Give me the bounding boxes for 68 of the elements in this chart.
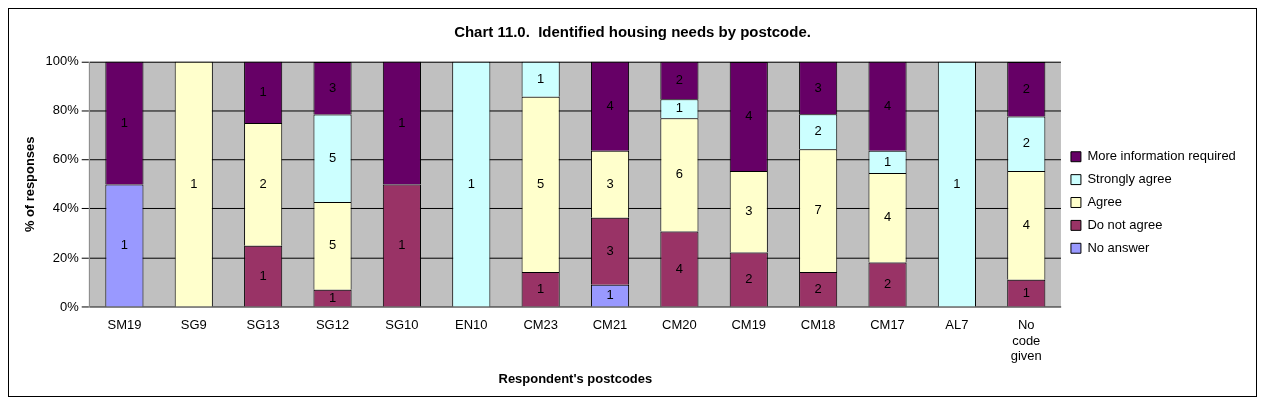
annotation: 4: [1022, 216, 1030, 232]
annotation: 1: [953, 175, 961, 191]
annotation: 1: [537, 70, 545, 86]
x-tick-label: No code given: [1010, 317, 1042, 364]
annotation: 1: [537, 280, 545, 296]
x-tick-label: SG13: [246, 317, 280, 333]
legend-label: Agree: [1087, 194, 1123, 210]
legend-label: Do not agree: [1087, 216, 1163, 232]
annotation: 7: [814, 202, 822, 218]
annotation: 1: [398, 114, 406, 130]
annotation: 3: [328, 79, 337, 95]
y-tick-label: 0%: [60, 298, 80, 314]
y-tick-label: 60%: [52, 151, 80, 167]
x-tick-label: CM21: [592, 317, 628, 333]
x-tick-label: CM19: [731, 317, 767, 333]
annotation: 4: [675, 260, 684, 276]
x-tick-label: CM18: [800, 317, 836, 333]
annotation: 1: [398, 237, 406, 253]
annotation: 2: [814, 280, 822, 296]
annotation: 6: [675, 166, 684, 182]
annotation: 4: [883, 97, 892, 113]
annotation: 4: [606, 97, 614, 113]
legend-label: No answer: [1087, 239, 1151, 255]
annotation: 2: [1022, 80, 1030, 96]
annotation: 2: [1022, 135, 1030, 151]
annotation: 3: [606, 242, 614, 258]
legend-label: Strongly agree: [1087, 171, 1172, 187]
annotation: 1: [259, 267, 267, 283]
y-axis-title: % of responses: [22, 136, 38, 233]
annotation: 2: [814, 123, 822, 139]
annotation: 3: [745, 203, 753, 219]
annotation: 2: [675, 72, 684, 88]
annotation: 1: [467, 175, 475, 191]
annotation: 2: [745, 271, 753, 287]
y-tick-label: 80%: [52, 102, 80, 118]
annotation: 1: [120, 114, 129, 130]
annotation: 1: [120, 237, 129, 253]
annotation: 2: [259, 175, 267, 191]
legend-label: More information required: [1087, 148, 1236, 164]
annotation: 4: [883, 209, 892, 225]
x-tick-label: CM20: [662, 317, 697, 333]
annotation: 1: [1022, 284, 1030, 300]
chart-title: Chart 11.0. Identified housing needs by postcode.: [454, 23, 811, 40]
annotation: 4: [745, 108, 753, 123]
annotation: 5: [537, 175, 545, 191]
annotation: 2: [883, 276, 892, 292]
y-tick-label: 100%: [45, 53, 80, 69]
annotation: 1: [259, 83, 267, 99]
annotation: 5: [328, 237, 337, 253]
x-tick-label: SG12: [315, 317, 350, 333]
annotation: 3: [814, 79, 822, 95]
x-tick-label: SG9: [180, 317, 207, 333]
x-tick-label: CM17: [870, 317, 905, 333]
y-tick-label: 40%: [52, 200, 80, 216]
y-tick-label: 20%: [52, 249, 80, 265]
x-axis-title: Respondent's postcodes: [498, 370, 653, 386]
x-tick-label: CM23: [523, 317, 558, 333]
annotation: 3: [606, 175, 614, 191]
x-tick-label: EN10: [455, 317, 488, 333]
x-tick-label: SG10: [385, 317, 419, 333]
annotation: 1: [675, 100, 684, 116]
annotation: 1: [328, 289, 337, 305]
x-tick-label: SM19: [107, 317, 142, 333]
annotation: 1: [190, 175, 198, 191]
annotation: 5: [328, 149, 337, 165]
annotation: 1: [606, 287, 614, 303]
x-tick-label: AL7: [945, 317, 969, 333]
annotation: 1: [883, 153, 892, 169]
